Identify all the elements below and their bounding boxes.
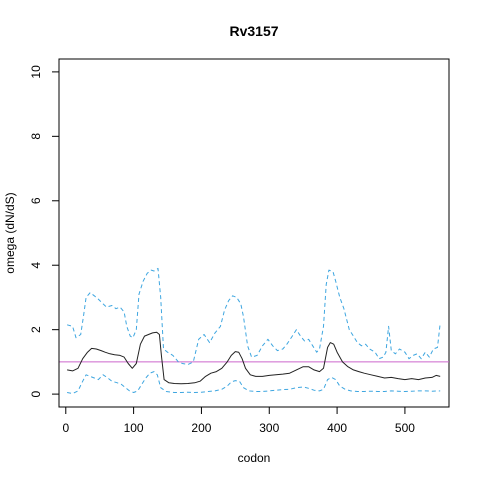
y-tick-label: 2: [29, 326, 43, 333]
y-tick-label: 10: [29, 65, 43, 79]
y-tick-label: 0: [29, 390, 43, 397]
series-estimate-line: [67, 331, 441, 385]
y-tick-label: 6: [29, 197, 43, 204]
x-tick-label: 300: [259, 421, 279, 435]
series-lower-bound-line: [67, 371, 441, 394]
y-tick-label: 4: [29, 262, 43, 269]
x-tick-label: 0: [62, 421, 69, 435]
y-axis-label: omega (dN/dS): [3, 192, 17, 273]
chart-title: Rv3157: [229, 23, 278, 39]
series-upper-bound-line: [66, 267, 441, 365]
x-tick-label: 200: [191, 421, 211, 435]
x-tick-label: 500: [395, 421, 415, 435]
x-tick-label: 400: [327, 421, 347, 435]
y-tick-label: 8: [29, 133, 43, 140]
plot-content: [59, 267, 449, 394]
x-axis-label: codon: [238, 451, 271, 465]
x-tick-label: 100: [124, 421, 144, 435]
